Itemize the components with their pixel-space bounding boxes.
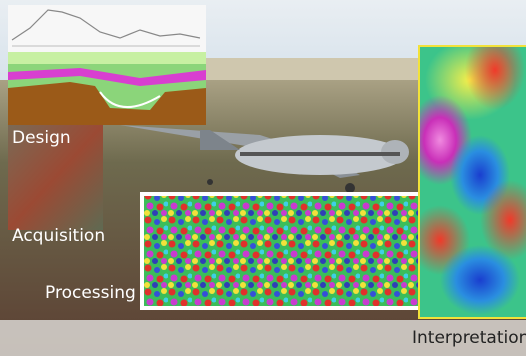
processing-panel — [140, 192, 422, 310]
design-chart — [8, 5, 206, 52]
page: Design Acquisition Processing Interpreta… — [0, 0, 526, 356]
horizon — [200, 58, 430, 80]
label-processing: Processing — [45, 283, 136, 303]
label-acquisition: Acquisition — [12, 226, 105, 246]
collage: Design Acquisition Processing Interpreta… — [0, 0, 526, 356]
cross-section — [8, 52, 206, 125]
label-interpretation: Interpretation — [412, 328, 526, 348]
label-design: Design — [12, 128, 71, 148]
interpretation-panel — [408, 30, 526, 319]
